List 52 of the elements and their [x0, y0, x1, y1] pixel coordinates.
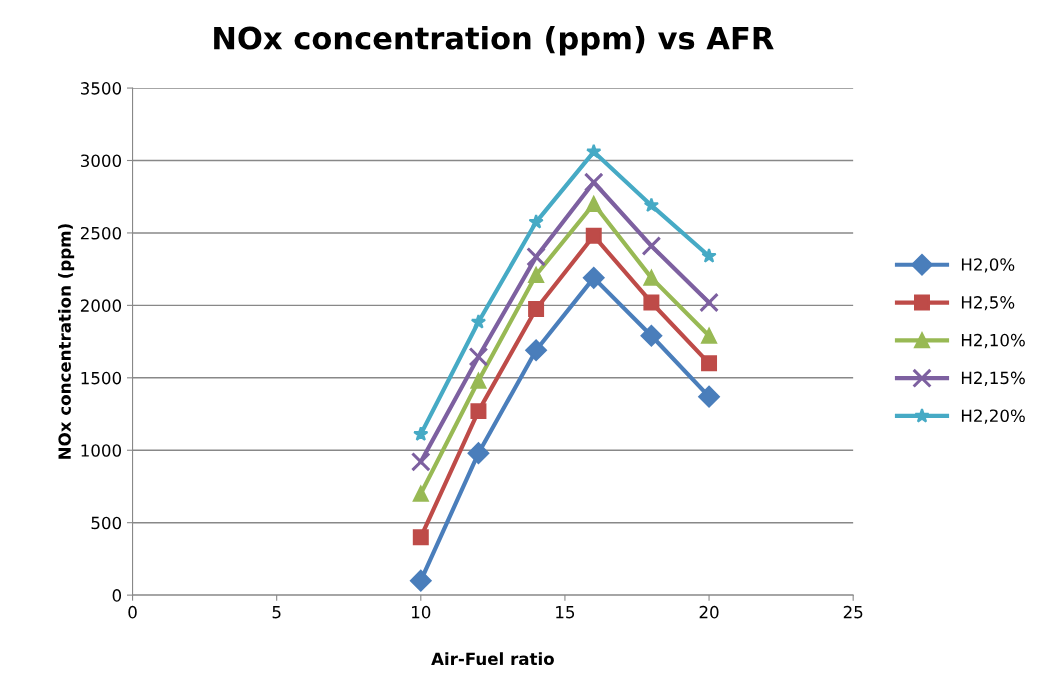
point — [699, 292, 719, 313]
x-tick-label: 0 — [128, 605, 137, 619]
point — [585, 227, 602, 244]
point — [701, 355, 718, 372]
point — [528, 301, 545, 317]
x-tick-label: 10 — [412, 605, 431, 619]
point — [641, 236, 662, 256]
point — [643, 294, 660, 311]
point — [410, 451, 431, 472]
point — [467, 442, 490, 465]
x-axis-title: Air-Fuel ratio — [431, 652, 554, 666]
point — [701, 248, 717, 263]
point — [528, 214, 544, 229]
legend-label: H2,5% — [961, 296, 1015, 311]
point — [470, 372, 487, 389]
y-tick-label: 1000 — [81, 444, 122, 457]
point — [585, 195, 602, 212]
legend-label: H2,20% — [961, 409, 1025, 424]
legend-label: H2,10% — [961, 333, 1025, 349]
point — [528, 266, 545, 283]
point — [412, 529, 429, 546]
point — [468, 346, 489, 367]
y-tick-label: 2500 — [80, 226, 122, 240]
x-tick-label: 25 — [843, 605, 863, 619]
y-axis-title: NOx concentration (ppm) — [58, 224, 75, 459]
point — [701, 327, 718, 344]
y-tick-label: 500 — [91, 516, 122, 530]
point — [643, 269, 660, 286]
point — [698, 385, 720, 408]
point — [583, 172, 604, 193]
y-tick-label: 3000 — [80, 154, 122, 168]
y-tick-label: 2000 — [80, 299, 122, 312]
point — [470, 314, 487, 329]
x-tick-label: 5 — [272, 606, 281, 619]
y-tick-label: 1500 — [81, 371, 122, 385]
point — [409, 569, 432, 592]
x-tick-label: 20 — [699, 605, 719, 619]
point — [470, 403, 487, 420]
y-tick-label: 0 — [112, 589, 122, 602]
point — [526, 246, 546, 267]
chart-title: NOx concentration (ppm) vs AFR — [214, 25, 774, 56]
point — [640, 324, 663, 347]
y-tick-label: 3500 — [80, 82, 122, 95]
legend-label: H2,15% — [961, 371, 1025, 386]
point — [582, 266, 605, 289]
point — [525, 339, 547, 362]
point — [586, 143, 602, 159]
point — [413, 426, 429, 441]
point — [412, 485, 429, 502]
point — [643, 197, 660, 213]
x-tick-label: 15 — [556, 606, 575, 619]
legend-label: H2,0% — [961, 258, 1015, 273]
